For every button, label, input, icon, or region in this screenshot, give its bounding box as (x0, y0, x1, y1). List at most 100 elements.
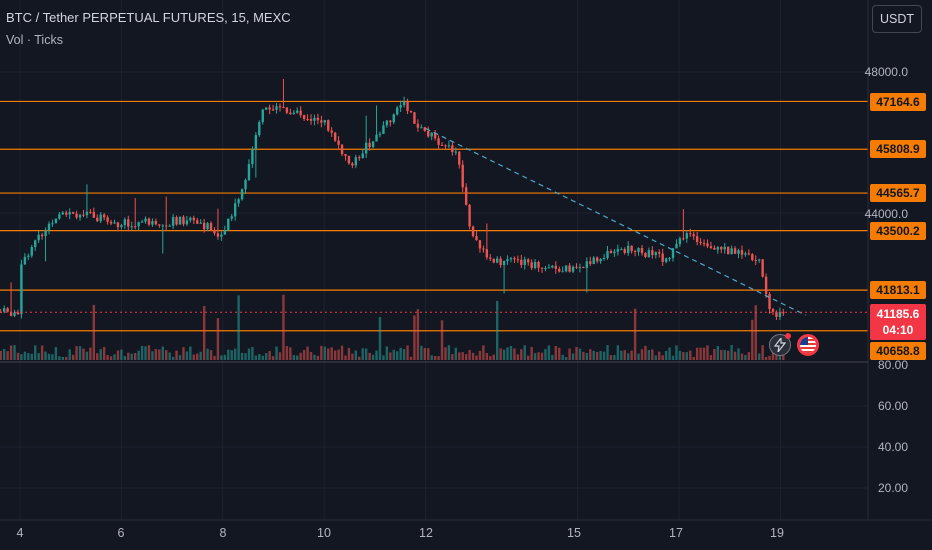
candle-body (533, 262, 537, 269)
volume-bar (261, 355, 264, 360)
volume-bar (578, 348, 582, 360)
volume-bar (182, 347, 185, 360)
candle-body (695, 236, 699, 242)
candle-body (233, 203, 237, 217)
candle-body (692, 234, 695, 237)
candle-body (133, 226, 137, 228)
volume-bar (478, 350, 482, 360)
volume-bar (61, 356, 64, 360)
time-tick: 10 (317, 526, 331, 540)
candle-body (754, 260, 757, 262)
volume-bar (509, 345, 513, 360)
candle-body (227, 218, 230, 231)
candle-body (551, 265, 554, 268)
volume-bar (92, 304, 96, 360)
volume-bar (720, 349, 723, 360)
candle-body (482, 248, 485, 250)
candle-body (389, 120, 392, 123)
volume-bar (20, 354, 23, 360)
volume-bar (275, 346, 278, 360)
candle-body (302, 115, 306, 119)
candle-body (309, 119, 313, 121)
price-tick: 44000.0 (864, 207, 908, 221)
volume-bar (302, 349, 306, 360)
volume-bar (213, 355, 216, 360)
volume-bar (444, 347, 447, 360)
candle-body (740, 250, 744, 255)
lightning-event-icon[interactable] (769, 334, 791, 356)
candle-body (506, 259, 509, 262)
volume-bar (692, 356, 695, 360)
volume-bar (113, 354, 116, 360)
candle-body (602, 257, 606, 259)
volume-bar (351, 353, 354, 360)
level-tag[interactable]: 47164.6 (870, 93, 926, 111)
candle-body (402, 101, 406, 106)
candles (0, 78, 785, 321)
candle-body (558, 268, 561, 272)
volume-bar (547, 345, 551, 360)
volume-bar (568, 348, 571, 360)
level-tag[interactable]: 41813.1 (870, 281, 926, 299)
level-tag[interactable]: 44565.7 (870, 184, 926, 202)
candle-body (396, 107, 399, 115)
volume-bar (347, 347, 351, 360)
candle-body (61, 212, 64, 215)
volume-bar (65, 356, 68, 360)
last-price-value: 41185.6 (876, 307, 920, 321)
currency-button[interactable]: USDT (872, 5, 922, 33)
level-tag[interactable]: 40658.8 (870, 342, 926, 360)
candle-body (158, 224, 161, 226)
volume-bar (258, 354, 261, 360)
volume-bar (651, 349, 654, 360)
candle-body (758, 259, 761, 261)
volume-bar (378, 317, 382, 360)
volume-bar (337, 349, 340, 360)
candle-body (71, 212, 75, 214)
candle-body (561, 271, 564, 273)
candle-body (589, 261, 592, 264)
volume-indicator-label[interactable]: Vol · Ticks (6, 33, 63, 47)
volume-bar (551, 354, 554, 360)
volume-tick: 40.00 (877, 440, 908, 454)
volume-bar (9, 345, 13, 360)
volume-bar (37, 353, 40, 360)
candle-body (620, 249, 623, 251)
chart-title[interactable]: BTC / Tether PERPETUAL FUTURES, 15, MEXC (6, 10, 291, 25)
candle-body (423, 127, 426, 131)
volume-bar (740, 353, 744, 360)
candle-body (513, 258, 516, 260)
volume-bar (323, 346, 327, 360)
trendline[interactable] (425, 127, 807, 316)
candle-body (730, 248, 733, 255)
level-tag[interactable]: 45808.9 (870, 140, 926, 158)
volume-tick: 80.00 (877, 358, 908, 372)
volume-bar (447, 345, 451, 360)
candle-body (716, 247, 720, 250)
volume-bar (685, 352, 689, 360)
volume-bar (375, 350, 378, 360)
candle-body (544, 267, 547, 269)
volume-bar (223, 354, 227, 360)
candle-body (23, 256, 27, 265)
volume-bar (192, 354, 195, 360)
volume-bar (592, 350, 595, 360)
volume-bar (754, 305, 757, 360)
volume-bar (34, 345, 37, 360)
candle-body (399, 105, 402, 108)
candle-body (747, 253, 751, 255)
candle-body (720, 247, 723, 250)
candle-body (751, 254, 754, 261)
volume-bar (761, 345, 764, 360)
volume-bar (758, 353, 761, 360)
candle-body (682, 238, 685, 240)
us-flag-event-icon[interactable] (797, 334, 819, 356)
level-tag[interactable]: 43500.2 (870, 222, 926, 240)
volume-bar (664, 350, 668, 360)
candle-body (192, 217, 195, 221)
candle-body (44, 230, 47, 237)
candle-body (706, 243, 709, 247)
volume-bar (606, 345, 609, 360)
candle-body (223, 230, 227, 235)
